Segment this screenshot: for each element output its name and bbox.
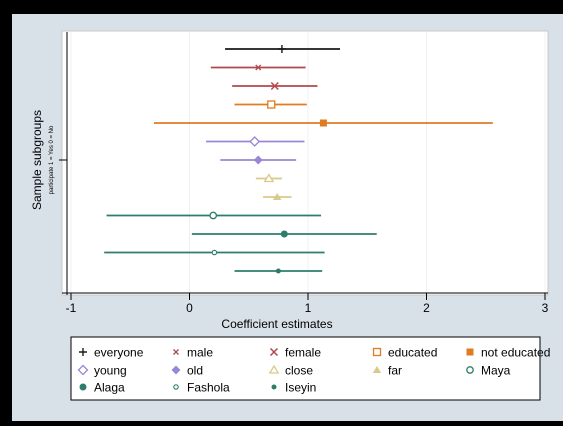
series-close [255,173,282,183]
legend-item-educated: educated [372,346,437,360]
series-old [220,155,297,165]
point-close [263,173,275,183]
point-fashola [211,249,218,256]
point-iseyin [275,268,281,274]
series-far [262,193,292,200]
x-tick-label: 1 [305,301,312,315]
legend-marker-maya [466,366,474,374]
legend-label: Maya [481,364,511,378]
y-axis-label: Sample subgroups [30,110,44,210]
point-young [249,136,261,147]
legend-item-not-educated: not educated [466,346,550,360]
x-axis-label: Coefficient estimates [221,317,332,331]
x-tick-label: -1 [66,301,77,315]
legend-label: young [94,364,127,378]
legend-label: educated [388,346,437,360]
legend-marker-not-educated [466,348,474,356]
x-tick-label: 2 [423,301,430,315]
legend-marker-iseyin [271,384,277,390]
legend-item-young: young [77,364,127,378]
legend-item-close: close [268,364,313,378]
point-maya [209,211,218,220]
legend-label: Iseyin [285,381,316,395]
legend-label: close [285,364,313,378]
y-axis-note: participate 1 = Yes 0 = No [49,125,55,194]
point-male [255,64,262,71]
series-fashola [104,249,325,256]
legend-marker-young [77,364,89,376]
legend-label: male [187,346,213,360]
x-tick-label: 0 [186,301,193,315]
x-axis-ticks: -1 0 1 2 3 [66,293,549,315]
point-female [270,81,279,91]
legend-item-alaga: Alaga [79,381,125,395]
series-alaga [191,230,377,238]
legend-marker-everyone [79,348,87,356]
legend-label: old [187,364,203,378]
legend-label: Alaga [94,381,125,395]
legend-item-far: far [372,364,402,378]
legend-label: Fashola [187,381,230,395]
legend-marker-alaga [79,383,87,391]
legend-marker-fashola [173,384,179,390]
grid-lines [70,32,546,293]
point-not-educated [319,119,327,127]
series-iseyin [234,268,323,274]
legend-item-male: male [173,346,213,360]
legend-marker-male [173,349,179,355]
series-male [210,64,306,71]
legend-box [70,336,541,401]
series-not-educated [153,119,493,127]
legend-marker-close [268,364,280,374]
legend-marker-far [372,366,382,373]
legend-label: not educated [481,346,550,360]
x-tick-label: 3 [542,301,549,315]
series-everyone [225,45,340,53]
series-group [104,45,493,274]
series-female [232,81,318,91]
legend-label: far [388,364,402,378]
legend-item-maya: Maya [466,364,511,378]
legend-label: female [285,346,321,360]
legend-item-old: old [171,364,203,378]
plot-area [61,30,549,296]
legend-label: everyone [94,346,144,360]
series-maya [106,211,322,220]
coefficient-chart: -1 0 1 2 3 Coefficient estimates Sample subg… [30,30,550,401]
legend-marker-educated [372,347,382,357]
point-everyone [277,45,286,53]
legend-item-everyone: everyone [79,346,144,360]
series-young [206,136,305,147]
legend-item-fashola: Fashola [173,381,230,395]
legend: everyone male female educated not educated yo… [77,346,550,395]
chart-frame: -1 0 1 2 3 Coefficient estimates Sample subg… [12,14,563,421]
legend-item-iseyin: Iseyin [271,381,316,395]
series-educated [234,100,307,109]
legend-item-female: female [269,346,321,360]
legend-marker-old [171,365,181,375]
point-educated [267,100,276,109]
point-far [272,193,282,200]
legend-marker-female [269,347,279,357]
point-old [253,155,263,165]
point-alaga [280,230,288,238]
